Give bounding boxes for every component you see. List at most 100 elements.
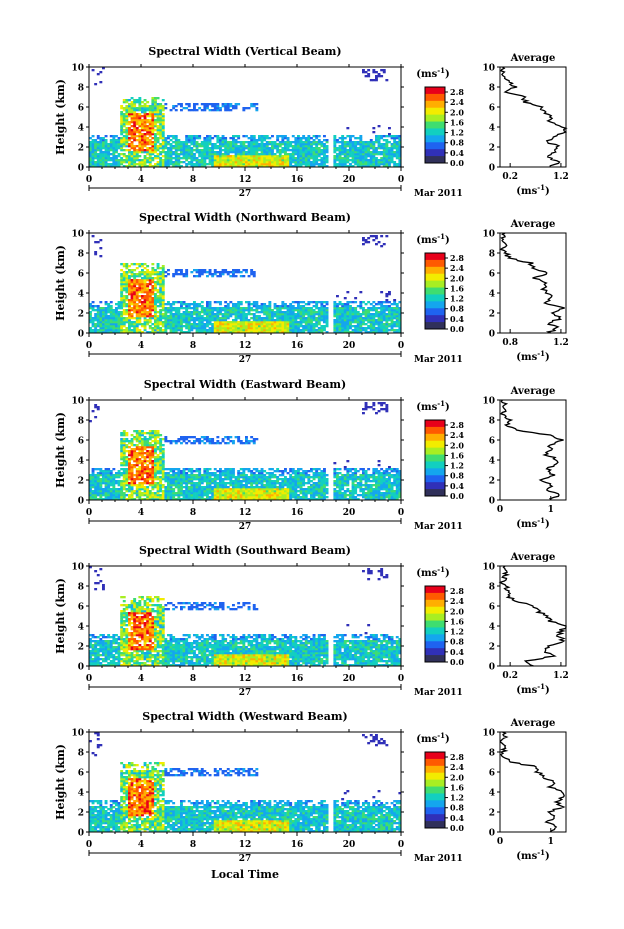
heatmap-cell [125,271,129,274]
heatmap-cell [268,311,272,314]
heatmap-cell [133,275,137,278]
heatmap-cell [185,474,189,477]
colorbar-segment [425,149,445,157]
heatmap-cell [120,127,124,130]
heatmap-cell [151,287,155,290]
heatmap-cell [146,472,150,475]
heatmap-cell [226,103,230,106]
heatmap-cell [271,323,274,326]
heatmap-cell [195,135,199,138]
heatmap-cell [362,321,365,324]
heatmap-cell [247,151,251,154]
heatmap-cell [180,161,183,164]
heatmap-cell [104,165,108,168]
heatmap-cell [190,147,194,150]
heatmap-cell [133,131,137,134]
heatmap-cell [297,135,300,138]
heatmap-cell [341,319,345,322]
heatmap-cell [320,149,324,152]
heatmap-cell [130,321,134,324]
heatmap-cell [255,159,259,162]
heatmap-cell [161,325,165,328]
heatmap-cell [143,165,147,168]
heatmap-cell [130,331,134,334]
heatmap-cell [125,464,129,467]
heatmap-cell [369,331,373,334]
heatmap-cell [276,157,280,160]
heatmap-cell [169,147,173,150]
heatmap-cell [362,313,365,316]
heatmap-cell [159,317,163,320]
heatmap-cell [182,492,186,495]
heatmap-cell [148,279,152,282]
heatmap-cell [200,155,204,158]
heatmap-cell [333,309,337,312]
heatmap-cell [351,157,355,160]
heatmap-cell [390,309,394,312]
heatmap-cell [102,313,105,316]
heatmap-cell [138,299,142,302]
heatmap-cell [148,432,152,435]
heatmap-cell [130,285,134,288]
heatmap-cell [182,331,186,334]
heatmap-cell [343,147,347,150]
heatmap-cell [174,327,178,330]
heatmap-cell [299,309,303,312]
heatmap-cell [271,155,274,158]
heatmap-cell [130,135,134,138]
heatmap-cell [336,313,339,316]
heatmap-cell [130,147,134,150]
heatmap-cell [122,472,126,475]
heatmap-cell [304,151,308,154]
heatmap-cell [385,293,389,296]
heatmap-cell [234,309,238,312]
heatmap-cell [156,488,160,491]
heatmap-cell [284,317,287,320]
heatmap-cell [232,313,235,316]
heatmap-cell [94,323,98,326]
heatmap-cell [224,165,228,168]
heatmap-cell [141,127,144,130]
heatmap-cell [356,305,360,308]
heatmap-cell [102,165,105,168]
heatmap-cell [167,472,170,475]
heatmap-cell [263,149,267,152]
heatmap-cell [89,153,92,156]
heatmap-cell [125,462,129,465]
heatmap-cell [276,317,280,320]
colorbar-unit: (ms-1) [416,232,449,246]
heatmap-cell [154,430,157,433]
heatmap-cell [169,488,173,491]
heatmap-cell [138,99,142,102]
heatmap-cell [310,145,313,148]
heatmap-cell [226,313,230,316]
heatmap-cell [390,155,394,158]
heatmap-cell [289,161,293,164]
heatmap-cell [112,319,116,322]
heatmap-cell [304,147,308,150]
heatmap-cell [94,486,98,489]
heatmap-cell [193,155,196,158]
colorbar-tick-label: 2.4 [450,263,464,273]
heatmap-cell [125,279,129,282]
heatmap-cell [242,145,246,148]
heatmap-cell [281,135,285,138]
heatmap-cell [273,141,277,144]
heatmap-cell [180,315,183,318]
heatmap-cell [323,165,326,168]
heatmap-cell [343,151,347,154]
heatmap-cell [252,157,256,160]
heatmap-cell [148,163,152,166]
heatmap-cell [221,269,225,272]
heatmap-cell [359,157,363,160]
heatmap-cell [141,486,144,489]
heatmap-cell [325,313,329,316]
heatmap-cell [364,163,368,166]
heatmap-cell [382,311,386,314]
heatmap-cell [190,325,194,328]
heatmap-cell [148,319,152,322]
heatmap-cell [185,155,189,158]
heatmap-cell [260,143,264,146]
heatmap-cell [255,311,259,314]
heatmap-cell [172,327,176,330]
